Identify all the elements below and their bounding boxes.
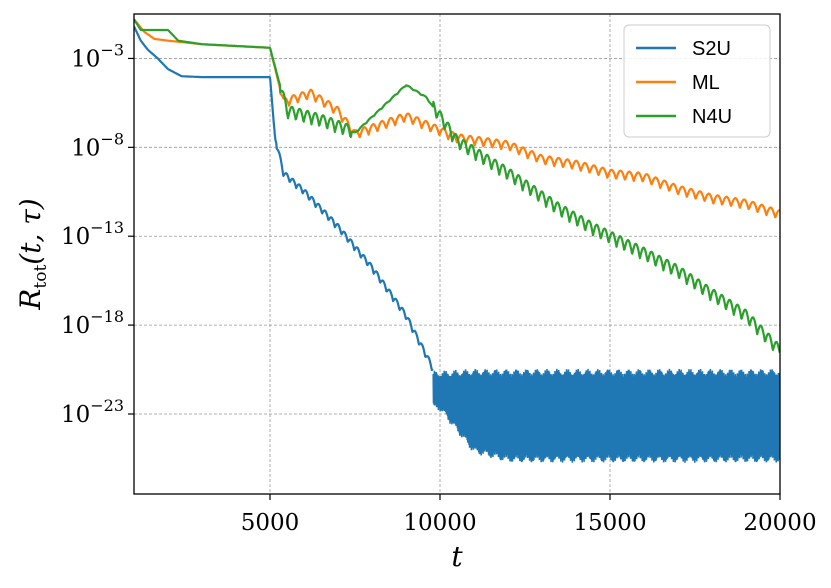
y-axis-ticks: 10−3 10−8 10−13 10−18 10−23 bbox=[61, 40, 134, 428]
x-tick-label: 15000 bbox=[573, 510, 646, 536]
legend-label-s2u: S2U bbox=[692, 38, 731, 60]
plot-frame bbox=[133, 13, 781, 495]
x-tick-label: 20000 bbox=[743, 510, 816, 536]
y-axis-label-sub: tot bbox=[31, 265, 51, 289]
legend-label-n4u: N4U bbox=[692, 106, 732, 128]
series-line-s2u bbox=[134, 25, 434, 372]
series-layer bbox=[134, 18, 780, 463]
series-noise-s2u bbox=[432, 368, 780, 463]
y-tick-label: 10−18 bbox=[61, 307, 124, 339]
x-axis-label: t bbox=[451, 540, 463, 573]
series-line-n4u bbox=[134, 18, 780, 353]
x-tick-label: 5000 bbox=[241, 510, 300, 536]
legend-box bbox=[623, 24, 771, 138]
x-axis-ticks: 5000 10000 15000 20000 bbox=[241, 494, 817, 536]
y-tick-label: 10−8 bbox=[71, 129, 124, 161]
y-axis-label-main: R bbox=[14, 289, 47, 311]
legend-label-ml: ML bbox=[692, 72, 720, 94]
legend: S2U ML N4U bbox=[623, 24, 771, 138]
y-axis-label-args: (t, τ) bbox=[14, 198, 47, 264]
y-tick-label: 10−13 bbox=[61, 218, 124, 250]
x-tick-label: 10000 bbox=[403, 510, 476, 536]
y-axis-label: Rtot(t, τ) bbox=[14, 198, 51, 310]
y-tick-label: 10−3 bbox=[71, 40, 124, 72]
y-tick-label: 10−23 bbox=[61, 396, 124, 428]
